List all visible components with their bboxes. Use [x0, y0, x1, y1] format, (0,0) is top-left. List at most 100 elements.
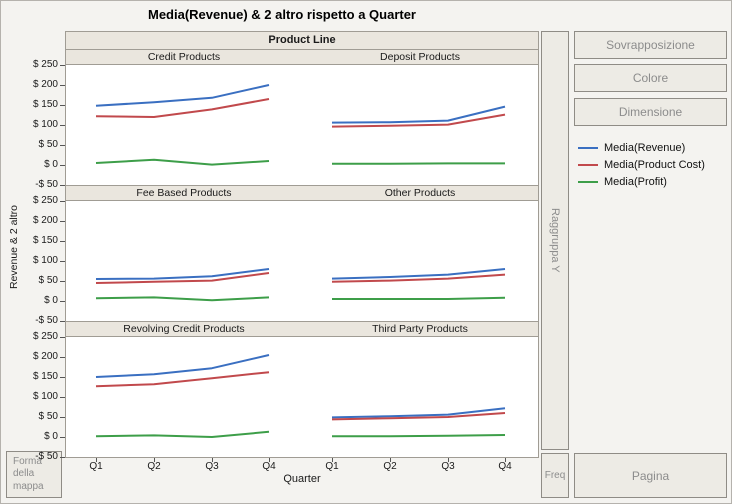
y-tick-label: -$ 50	[35, 179, 58, 190]
plot-panel[interactable]	[302, 337, 538, 457]
map-shape-label-line1: Forma	[13, 455, 42, 467]
y-tick-label: $ 100	[32, 119, 58, 130]
y-tick-label: $ 250	[32, 331, 58, 342]
panel-header: Fee Based Products	[66, 185, 302, 201]
x-tick-label: Q4	[498, 461, 512, 472]
legend-label: Media(Product Cost)	[604, 158, 705, 171]
x-axis-tick	[332, 458, 333, 462]
legend-swatch	[578, 146, 598, 149]
y-axis-tick	[60, 185, 65, 186]
x-tick-label: Q1	[89, 461, 103, 472]
legend-label: Media(Profit)	[604, 175, 667, 188]
page-dropzone[interactable]: Pagina	[574, 453, 727, 498]
y-tick-label: $ 50	[38, 139, 58, 150]
y-axis-tick	[60, 301, 65, 302]
series-line	[331, 105, 506, 124]
series-line	[331, 113, 506, 128]
legend-swatch	[578, 180, 598, 183]
plot-panel[interactable]	[66, 65, 302, 185]
series-line	[95, 430, 270, 438]
legend-item[interactable]: Media(Revenue)	[578, 139, 705, 156]
y-axis-tick	[60, 105, 65, 106]
x-axis-label: Quarter	[283, 473, 321, 485]
y-axis-tick	[60, 397, 65, 398]
series-line	[95, 158, 270, 166]
y-tick-label: $ 250	[32, 195, 58, 206]
x-tick-label: Q2	[147, 461, 161, 472]
size-dropzone[interactable]: Dimensione	[574, 98, 727, 126]
series-line	[332, 434, 506, 438]
x-axis-tick	[154, 458, 155, 462]
plot-panel[interactable]	[302, 201, 538, 321]
y-axis-tick	[60, 85, 65, 86]
y-tick-label: $ 150	[32, 235, 58, 246]
x-axis-tick	[212, 458, 213, 462]
y-axis-tick	[60, 65, 65, 66]
y-tick-label: $ 0	[44, 159, 58, 170]
series-line	[95, 371, 270, 388]
y-axis-tick	[60, 417, 65, 418]
legend-swatch	[578, 163, 598, 166]
y-tick-label: $ 200	[32, 351, 58, 362]
y-axis-tick	[60, 125, 65, 126]
panel-header: Credit Products	[66, 49, 302, 65]
series-line	[95, 296, 270, 302]
y-tick-label: -$ 50	[35, 451, 58, 462]
map-shape-dropzone[interactable]: Forma della mappa	[6, 451, 62, 498]
legend-item[interactable]: Media(Profit)	[578, 173, 705, 190]
series-line	[95, 98, 270, 118]
y-tick-label: $ 100	[32, 255, 58, 266]
color-dropzone[interactable]: Colore	[574, 64, 727, 92]
y-axis-tick	[60, 377, 65, 378]
freq-label: Freq	[544, 470, 566, 481]
y-axis-tick	[60, 337, 65, 338]
x-axis-tick	[96, 458, 97, 462]
freq-dropzone[interactable]: Freq	[541, 453, 569, 498]
y-tick-label: $ 50	[38, 411, 58, 422]
y-tick-label: $ 100	[32, 391, 58, 402]
panel-header: Deposit Products	[302, 49, 538, 65]
y-tick-label: $ 200	[32, 79, 58, 90]
y-axis-tick	[60, 241, 65, 242]
y-tick-label: $ 150	[32, 99, 58, 110]
x-tick-label: Q2	[383, 461, 397, 472]
y-tick-label: -$ 50	[35, 315, 58, 326]
series-line	[95, 84, 270, 107]
x-axis-tick	[448, 458, 449, 462]
plot-panel[interactable]	[66, 201, 302, 321]
group-y-dropzone[interactable]: Raggruppa Y	[541, 31, 569, 450]
map-shape-label-line3: mappa	[13, 480, 44, 492]
panel-header: Other Products	[302, 185, 538, 201]
plot-panel[interactable]	[302, 65, 538, 185]
x-tick-label: Q3	[205, 461, 219, 472]
facet-header: Product Line	[66, 32, 538, 49]
color-label: Colore	[632, 71, 669, 85]
plot-panel[interactable]	[66, 337, 302, 457]
series-line	[331, 273, 506, 283]
x-tick-label: Q1	[325, 461, 339, 472]
legend: Media(Revenue) Media(Product Cost) Media(P…	[578, 139, 705, 190]
y-tick-label: $ 250	[32, 59, 58, 70]
y-tick-label: $ 0	[44, 431, 58, 442]
overlay-dropzone[interactable]: Sovrapposizione	[574, 31, 727, 59]
series-line	[95, 354, 270, 378]
series-line	[331, 407, 506, 419]
y-axis-tick	[60, 281, 65, 282]
size-label: Dimensione	[618, 105, 683, 119]
series-line	[331, 268, 506, 280]
y-axis-tick	[60, 201, 65, 202]
x-axis-tick	[390, 458, 391, 462]
y-axis-tick	[60, 221, 65, 222]
legend-item[interactable]: Media(Product Cost)	[578, 156, 705, 173]
chart-title: Media(Revenue) & 2 altro rispetto a Quar…	[147, 7, 416, 22]
y-tick-label: $ 200	[32, 215, 58, 226]
panel-header: Revolving Credit Products	[66, 321, 302, 337]
x-tick-label: Q4	[262, 461, 276, 472]
group-y-label: Raggruppa Y	[549, 208, 561, 273]
trellis-lattice: Product Line Credit Products Deposit Prod…	[65, 31, 539, 458]
y-axis-tick	[60, 457, 65, 458]
y-axis-tick	[60, 165, 65, 166]
y-axis-tick	[60, 321, 65, 322]
y-tick-label: $ 50	[38, 275, 58, 286]
